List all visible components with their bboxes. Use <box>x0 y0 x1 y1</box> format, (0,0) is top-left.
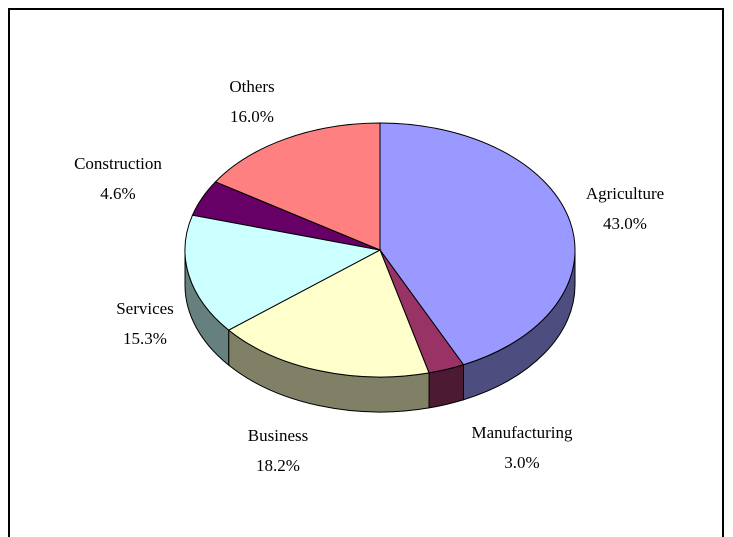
pie-slice <box>379 122 576 366</box>
slice-label: Business <box>248 426 308 445</box>
value-label: 3.0% <box>504 453 539 472</box>
frame <box>8 8 724 537</box>
slice-label: Services <box>116 299 174 318</box>
slice-label: Agriculture <box>586 184 664 203</box>
slice-label: Manufacturing <box>471 423 573 442</box>
value-label: 15.3% <box>123 329 167 348</box>
slice-label: Construction <box>74 154 162 173</box>
pie-slice <box>214 122 381 251</box>
pie-slice <box>227 249 430 378</box>
value-label: 16.0% <box>230 107 274 126</box>
value-label: 43.0% <box>603 214 647 233</box>
value-label: 18.2% <box>256 456 300 475</box>
slice-label: Others <box>229 77 274 96</box>
value-label: 4.6% <box>100 184 135 203</box>
pie-slice <box>184 214 382 331</box>
